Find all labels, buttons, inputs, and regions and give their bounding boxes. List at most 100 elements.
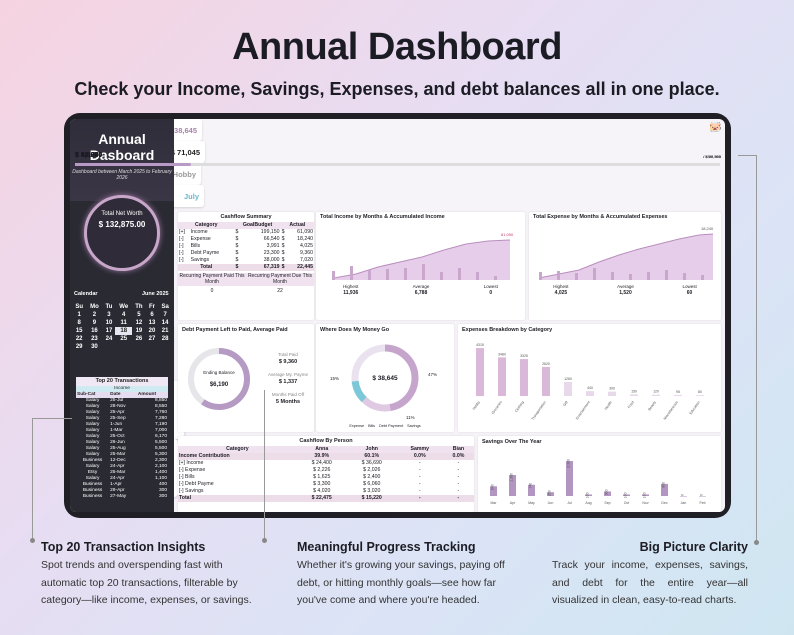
byperson-row[interactable]: [-] Savings $ 4,020 $ 3,020 - - [178, 488, 474, 495]
income-peak-label: 61,090 [501, 232, 514, 237]
calendar-day[interactable] [158, 343, 172, 351]
calendar-day[interactable]: 14 [161, 320, 169, 326]
byperson-row[interactable]: [+] Income $ 24,400 $ 36,690 - - [178, 460, 474, 467]
cashflow-cell: [-] [179, 236, 184, 242]
calendar-day[interactable]: 27 [148, 336, 156, 342]
calendar-day[interactable]: 12 [135, 320, 143, 326]
calendar-day[interactable]: 21 [161, 328, 169, 334]
savings-month-label: Feb [699, 501, 705, 505]
calendar-day[interactable]: 15 [75, 328, 83, 334]
top20-cell: Business [82, 482, 103, 487]
card-goal: / $ 38,000 [703, 154, 721, 159]
calendar-day[interactable]: 30 [91, 344, 98, 350]
byperson-cell: - [418, 460, 421, 466]
calendar-day[interactable]: 17 [105, 328, 113, 334]
calendar-day[interactable] [103, 343, 116, 351]
breakdown-bar [608, 391, 616, 396]
byperson-cell: $ 22,475 [296, 495, 347, 502]
calendar-day[interactable] [132, 343, 146, 351]
calendar-day[interactable]: 24 [105, 336, 113, 342]
calendar-day[interactable]: 19 [135, 328, 143, 334]
expense-peak-label: 18,240 [701, 226, 714, 231]
calendar-day[interactable]: 9 [92, 320, 97, 326]
top20-filter[interactable]: Income [76, 386, 168, 392]
calendar-day[interactable]: 6 [150, 312, 154, 318]
top20-cell: 24-Apr [110, 476, 125, 481]
byperson-cell: [-] Expense [179, 467, 206, 473]
top20-row: Salary 25-Sep 7,280 [76, 416, 168, 422]
calendar-day[interactable]: 4 [122, 312, 126, 318]
debt-ring-label: Ending Balance [203, 370, 235, 375]
callout-progress: Meaningful Progress Tracking Whether it'… [297, 540, 509, 610]
calendar-day[interactable]: 11 [120, 320, 127, 326]
calendar-day[interactable]: 18 [115, 327, 133, 335]
byperson-row[interactable]: [-] Expense $ 2,226 $ 2,026 - - [178, 467, 474, 474]
cashflow-cell: 3,991 [266, 243, 280, 249]
savings-title: Savings Over The Year [482, 439, 542, 445]
top20-cell: 8,850 [154, 398, 167, 403]
card-value: $ 4,025 [75, 152, 99, 159]
savings-month-label: Jun [548, 501, 554, 505]
income-lowest-label: Lowest [483, 284, 498, 289]
breakdown-category-label: Health [604, 400, 613, 411]
cashflow-row[interactable]: [-] Debt Payme $23,300 $9,360 [178, 250, 314, 257]
cashflow-cell: [-] [179, 250, 184, 256]
breakdown-value-label: 3325 [520, 354, 528, 358]
breakdown-category-label: Transportation [531, 400, 547, 421]
calendar-day[interactable]: 28 [161, 336, 169, 342]
money-title: Where Does My Money Go [320, 327, 390, 333]
calendar-weekdays: Su Mo Tu We Th Fr Sa [72, 303, 172, 311]
cashflow-row[interactable]: [-] Bills $3,991 $4,025 [178, 243, 314, 250]
callout-progress-title: Meaningful Progress Tracking [297, 540, 476, 554]
top20-cell: Salary [85, 434, 100, 439]
net-worth-ring [84, 195, 160, 271]
cashflow-cell: $ [281, 243, 285, 249]
byperson-row[interactable]: Income Contribution 39.9% 60.1% 0.0% 0.0% [178, 453, 474, 460]
byperson-header-cell: Bian [442, 446, 474, 453]
calendar-day[interactable]: 7 [163, 312, 167, 318]
calendar-day[interactable]: 13 [148, 320, 156, 326]
breakdown-bar [520, 359, 528, 396]
byperson-row[interactable]: [-] Bills $ 1,625 $ 2,400 - - [178, 474, 474, 481]
cashflow-header-cell: Category [178, 222, 235, 229]
calendar-day[interactable]: 29 [75, 344, 83, 350]
calendar-day[interactable]: 20 [148, 328, 156, 334]
callout-line-2 [264, 390, 265, 540]
top20-cell: 5,500 [154, 440, 167, 445]
byperson-cell: - [442, 495, 474, 502]
cashflow-row[interactable]: [+] Income $199,150 $61,090 [178, 229, 314, 236]
breakdown-chart: 4315 Hobby 3480 Groceries 3325 Clothing 2620 Tr… [472, 343, 704, 421]
calendar-month[interactable]: June 2025 [142, 291, 169, 297]
top20-filter-row[interactable]: Income [76, 386, 168, 392]
calendar-day[interactable]: 22 [75, 336, 83, 342]
savings-month-label: Jul [567, 501, 572, 505]
savings-bar [642, 494, 649, 496]
calendar-day[interactable]: 23 [91, 336, 98, 342]
cashflow-row[interactable]: [-] Expense $66,540 $18,240 [178, 236, 314, 243]
cashflow-row[interactable]: [-] Savings $38,000 $7,020 [178, 257, 314, 264]
calendar-day[interactable] [115, 343, 132, 351]
byperson-header-cell: John [346, 446, 397, 453]
recurring-paid-value: 0 [210, 288, 214, 294]
top20-cell: 29-Apr [110, 488, 125, 493]
byperson-row[interactable]: Total $ 22,475 $ 15,220- - [178, 495, 474, 502]
byperson-row[interactable]: [-] Debt Payme $ 3,300 $ 6,060 - - [178, 481, 474, 488]
calendar-day[interactable] [146, 343, 158, 351]
callout-top20-body: Spot trends and overspending fast with a… [41, 559, 252, 606]
calendar-day[interactable]: 10 [105, 320, 113, 326]
money-pct-a: 47% [428, 372, 438, 377]
calendar-day[interactable]: 2 [92, 312, 97, 318]
calendar-day[interactable]: 25 [120, 336, 128, 342]
total-paid-label: Total Paid [278, 352, 298, 357]
calendar-day[interactable]: 16 [91, 328, 98, 334]
top20-cell: Salary [85, 422, 100, 427]
savings-month-label: Oct [624, 501, 629, 505]
income-chart-panel: Total Income by Months & Accumulated Inc… [316, 212, 525, 320]
calendar-day[interactable]: 3 [107, 312, 111, 318]
calendar-day[interactable]: 26 [135, 336, 143, 342]
calendar-day[interactable]: 8 [77, 320, 81, 326]
calendar-day[interactable]: 1 [77, 312, 81, 318]
kpi-value: $ 38,645 [167, 125, 197, 135]
calendar-day[interactable]: 5 [137, 312, 141, 318]
calendar: Su Mo Tu We Th Fr Sa 1 2 3 4 5 6 7 8 9 10 11 12 13 14 15 16 17 1… [72, 303, 172, 351]
